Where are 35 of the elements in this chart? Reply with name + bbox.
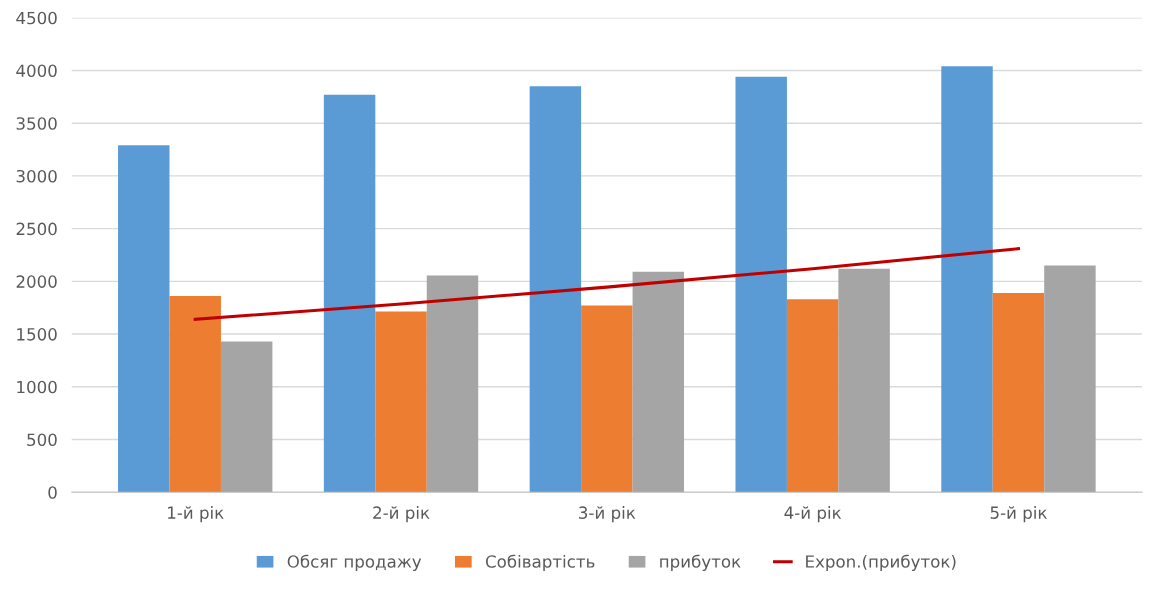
line-series: [193, 247, 1020, 321]
bar: [1044, 265, 1096, 493]
bar: [786, 299, 839, 493]
y-tick-label: 4500: [16, 11, 57, 25]
x-tick-label: 1-й рік: [168, 506, 224, 523]
x-tick-label: 4-й рік: [784, 506, 842, 523]
x-tick-label: 3-й рік: [579, 506, 636, 523]
y-tick-label: 2000: [16, 275, 57, 288]
y-tick-label: 500: [27, 433, 57, 447]
bar: [118, 145, 170, 493]
bar: [529, 86, 582, 493]
legend-label: прибуток: [660, 554, 741, 572]
bar: [220, 341, 273, 493]
bar: [426, 275, 479, 493]
bar: [992, 292, 1045, 493]
bar: [735, 76, 787, 493]
bar: [941, 66, 993, 493]
bar: [323, 94, 376, 493]
x-tick-label: 2-й рік: [373, 506, 430, 523]
x-tick-label: 5-й рік: [990, 506, 1047, 523]
bar: [169, 296, 221, 493]
y-tick-label: 4000: [16, 64, 57, 78]
y-tick-label: 3500: [16, 117, 57, 130]
bar: [375, 311, 427, 493]
legend-label: Собівартість: [485, 554, 595, 572]
legend-label: Expon.(прибуток): [806, 554, 956, 572]
bar: [632, 271, 685, 493]
bar: [581, 305, 633, 493]
y-tick-label: 2500: [16, 222, 57, 236]
bar: [838, 268, 890, 493]
y-tick-label: 1500: [17, 328, 57, 341]
y-tick-label: 3000: [16, 169, 57, 183]
y-tick-label: 1000: [17, 380, 57, 394]
legend-label: Обсяг продажу: [287, 554, 422, 572]
y-tick-label: 0: [48, 486, 57, 499]
